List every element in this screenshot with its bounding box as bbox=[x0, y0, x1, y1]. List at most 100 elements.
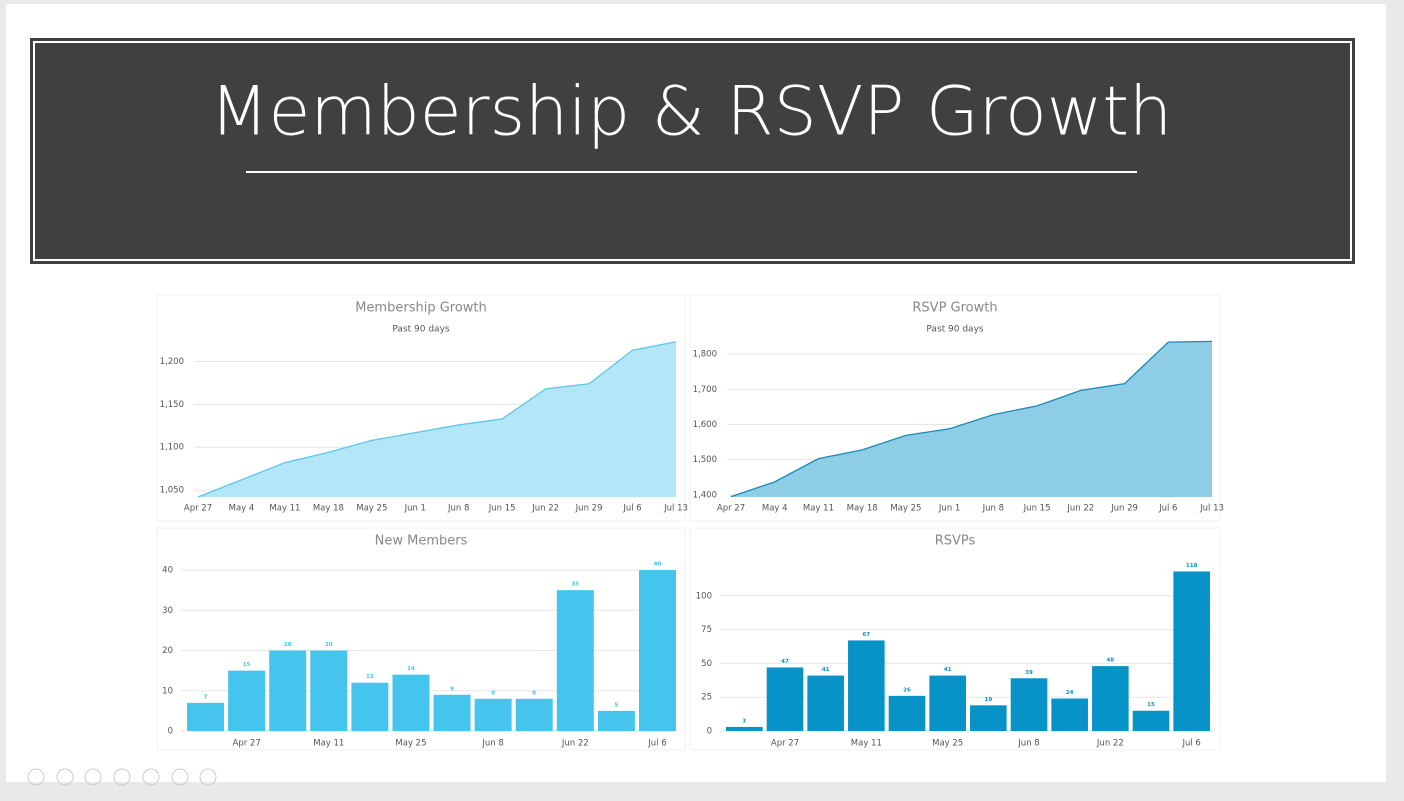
x-tick-label: Apr 27 bbox=[184, 504, 212, 514]
value-label: 26 bbox=[903, 687, 911, 693]
x-tick-label: Apr 27 bbox=[233, 739, 261, 749]
chart-title: RSVPs bbox=[935, 534, 976, 549]
bar bbox=[392, 674, 430, 731]
title-banner bbox=[30, 38, 1355, 264]
x-tick-label: Jun 1 bbox=[938, 504, 960, 514]
chart-title: RSVP Growth bbox=[912, 301, 997, 316]
y-tick-label: 10 bbox=[162, 686, 173, 696]
x-tick-label: May 11 bbox=[313, 739, 344, 749]
toolbar bbox=[27, 768, 217, 786]
chart-title: New Members bbox=[375, 534, 468, 549]
value-label: 20 bbox=[284, 642, 292, 648]
x-tick-label: Jul 6 bbox=[622, 504, 641, 514]
bar bbox=[848, 640, 885, 731]
value-label: 41 bbox=[944, 667, 952, 673]
y-tick-label: 1,050 bbox=[160, 486, 184, 496]
x-tick-label: Jun 29 bbox=[1110, 504, 1138, 514]
value-label: 47 bbox=[781, 659, 789, 665]
bar bbox=[970, 705, 1007, 731]
y-tick-label: 1,500 bbox=[693, 455, 717, 465]
bar bbox=[310, 650, 348, 731]
x-tick-label: May 11 bbox=[269, 504, 300, 514]
y-tick-label: 1,150 bbox=[160, 400, 184, 410]
value-label: 39 bbox=[1025, 670, 1033, 676]
x-tick-label: Jul 13 bbox=[663, 504, 688, 514]
area bbox=[198, 341, 676, 497]
x-tick-label: Jun 15 bbox=[1023, 504, 1051, 514]
x-tick-label: May 25 bbox=[395, 739, 426, 749]
bar bbox=[766, 667, 804, 731]
x-tick-label: Jun 22 bbox=[561, 739, 589, 749]
toolbar-icon[interactable] bbox=[84, 768, 102, 786]
chart-subtitle: Past 90 days bbox=[392, 325, 449, 335]
y-tick-label: 20 bbox=[162, 646, 173, 656]
bar bbox=[1010, 678, 1048, 731]
value-label: 40 bbox=[654, 562, 662, 568]
bar bbox=[929, 675, 966, 731]
x-tick-label: Jun 8 bbox=[982, 504, 1004, 514]
bar bbox=[433, 694, 471, 731]
toolbar-icon[interactable] bbox=[56, 768, 74, 786]
value-label: 20 bbox=[325, 642, 333, 648]
bar bbox=[269, 650, 307, 731]
value-label: 48 bbox=[1107, 658, 1115, 664]
bar bbox=[597, 710, 635, 731]
y-tick-label: 1,700 bbox=[693, 385, 717, 395]
x-tick-label: Jun 22 bbox=[1066, 504, 1094, 514]
value-label: 15 bbox=[1147, 702, 1155, 708]
x-tick-label: Jun 8 bbox=[481, 739, 503, 749]
value-label: 3 bbox=[742, 718, 746, 724]
value-label: 7 bbox=[204, 694, 208, 700]
bar bbox=[638, 570, 676, 731]
x-tick-label: Jun 8 bbox=[1017, 739, 1039, 749]
line bbox=[197, 341, 677, 498]
x-tick-label: Jun 29 bbox=[575, 504, 603, 514]
toolbar-icon[interactable] bbox=[199, 768, 217, 786]
x-tick-label: Jun 22 bbox=[531, 504, 559, 514]
x-tick-label: Jul 6 bbox=[1181, 739, 1200, 749]
bar bbox=[726, 726, 763, 731]
banner-border bbox=[33, 41, 1352, 261]
x-tick-label: May 4 bbox=[229, 504, 255, 514]
charts: Membership Growth Past 90 days 1,050 1,100 1… bbox=[156, 294, 1224, 751]
x-tick-label: Jun 22 bbox=[1096, 739, 1124, 749]
value-label: 118 bbox=[1186, 563, 1198, 569]
x-tick-label: May 4 bbox=[762, 504, 788, 514]
x-tick-label: Jun 1 bbox=[404, 504, 426, 514]
toolbar-icon[interactable] bbox=[27, 768, 45, 786]
bar bbox=[474, 698, 512, 731]
value-label: 8 bbox=[491, 690, 495, 696]
y-tick-label: 100 bbox=[696, 591, 712, 601]
x-tick-label: Jul 6 bbox=[647, 739, 666, 749]
chart-title: Membership Growth bbox=[355, 301, 487, 316]
y-tick-label: 40 bbox=[162, 566, 173, 576]
y-tick-label: 25 bbox=[701, 693, 712, 703]
toolbar-icon[interactable] bbox=[113, 768, 131, 786]
x-tick-label: Jul 6 bbox=[1158, 504, 1177, 514]
y-tick-label: 1,800 bbox=[693, 350, 717, 360]
x-tick-label: May 25 bbox=[890, 504, 921, 514]
x-tick-label: Jun 15 bbox=[488, 504, 516, 514]
bar bbox=[351, 682, 389, 731]
y-tick-label: 50 bbox=[701, 659, 712, 669]
x-tick-label: May 11 bbox=[803, 504, 834, 514]
toolbar-icon[interactable] bbox=[171, 768, 189, 786]
y-tick-label: 0 bbox=[168, 727, 173, 737]
value-label: 8 bbox=[532, 690, 536, 696]
x-tick-label: May 25 bbox=[932, 739, 963, 749]
value-label: 5 bbox=[614, 702, 618, 708]
y-tick-label: 1,400 bbox=[693, 490, 717, 500]
value-label: 35 bbox=[571, 582, 579, 588]
slide-title: Membership & RSVP Growth bbox=[210, 73, 1172, 152]
value-label: 67 bbox=[863, 632, 871, 638]
y-tick-label: 30 bbox=[162, 606, 173, 616]
bar bbox=[515, 698, 553, 731]
toolbar-icon[interactable] bbox=[142, 768, 160, 786]
y-tick-label: 0 bbox=[707, 727, 712, 737]
value-label: 9 bbox=[450, 686, 454, 692]
value-label: 41 bbox=[822, 667, 830, 673]
value-label: 24 bbox=[1066, 690, 1074, 696]
bar bbox=[1051, 698, 1088, 731]
value-label: 14 bbox=[407, 666, 415, 672]
